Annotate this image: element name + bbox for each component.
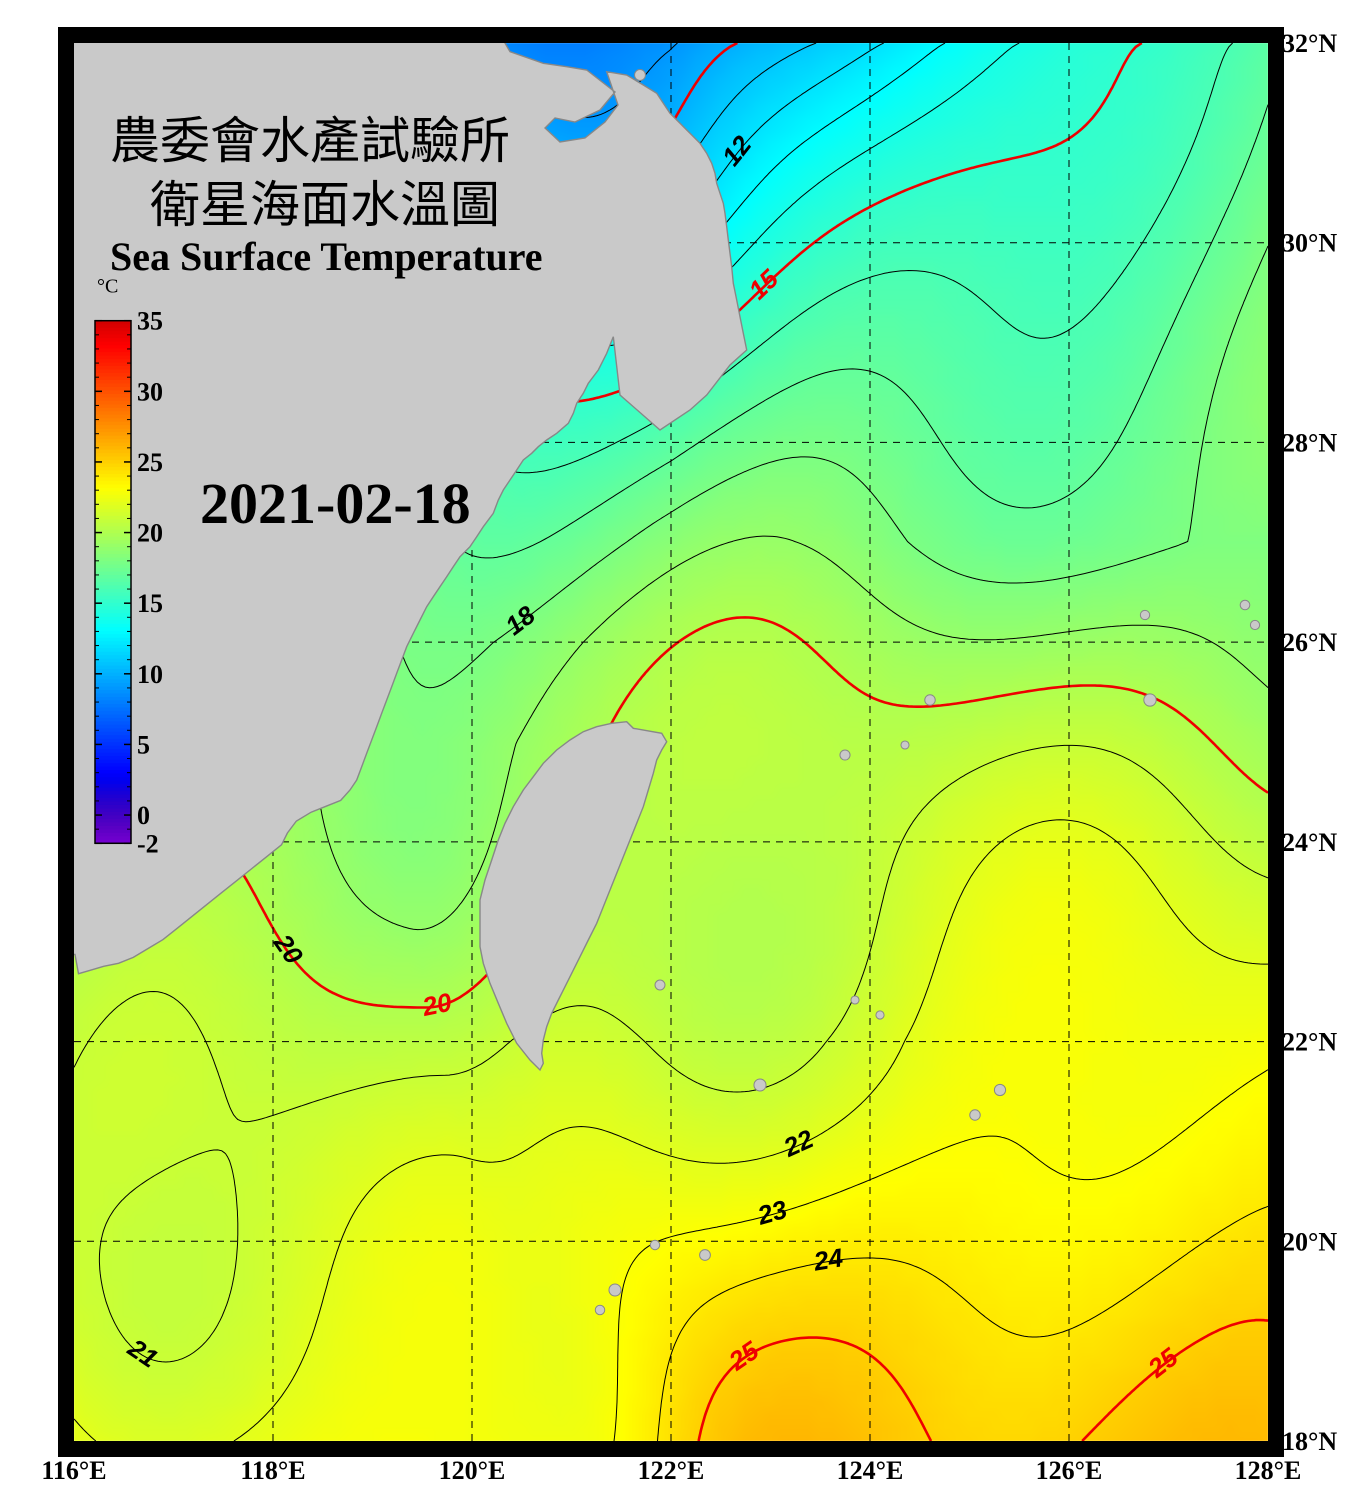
svg-text:122°E: 122°E xyxy=(638,1456,705,1485)
svg-text:衛星海面水溫圖: 衛星海面水溫圖 xyxy=(150,177,500,233)
svg-text:18: 18 xyxy=(499,599,541,641)
svg-text:124°E: 124°E xyxy=(837,1456,904,1485)
svg-text:18°N: 18°N xyxy=(1282,1427,1337,1456)
svg-text:20°N: 20°N xyxy=(1282,1227,1337,1256)
svg-text:20: 20 xyxy=(419,987,455,1022)
svg-text:32°N: 32°N xyxy=(1282,29,1337,58)
svg-text:°C: °C xyxy=(97,276,118,298)
svg-text:35: 35 xyxy=(137,307,163,336)
svg-text:28°N: 28°N xyxy=(1282,428,1337,457)
svg-text:120°E: 120°E xyxy=(439,1456,506,1485)
svg-text:Sea Surface Temperature: Sea Surface Temperature xyxy=(110,234,543,279)
svg-text:116°E: 116°E xyxy=(41,1456,106,1485)
svg-text:農委會水產試驗所: 農委會水產試驗所 xyxy=(110,113,510,169)
svg-text:128°E: 128°E xyxy=(1235,1456,1302,1485)
svg-text:15: 15 xyxy=(137,589,163,618)
svg-text:126°E: 126°E xyxy=(1036,1456,1103,1485)
svg-text:20: 20 xyxy=(267,928,309,970)
svg-text:25: 25 xyxy=(137,448,163,477)
svg-text:26°N: 26°N xyxy=(1282,628,1337,657)
svg-text:10: 10 xyxy=(137,660,163,689)
svg-text:24: 24 xyxy=(811,1242,846,1276)
svg-text:-2: -2 xyxy=(137,829,159,858)
svg-text:24°N: 24°N xyxy=(1282,828,1337,857)
svg-text:21: 21 xyxy=(122,1332,164,1374)
svg-text:0: 0 xyxy=(137,801,150,830)
svg-text:2021-02-18: 2021-02-18 xyxy=(200,471,471,536)
svg-text:20: 20 xyxy=(137,519,163,548)
svg-text:30°N: 30°N xyxy=(1282,229,1337,258)
svg-text:118°E: 118°E xyxy=(240,1456,305,1485)
svg-text:15: 15 xyxy=(743,263,785,305)
svg-text:22: 22 xyxy=(778,1123,818,1163)
svg-text:5: 5 xyxy=(137,730,150,759)
svg-text:30: 30 xyxy=(137,377,163,406)
svg-text:23: 23 xyxy=(753,1194,790,1231)
svg-text:12: 12 xyxy=(716,130,758,172)
svg-text:22°N: 22°N xyxy=(1282,1028,1337,1057)
